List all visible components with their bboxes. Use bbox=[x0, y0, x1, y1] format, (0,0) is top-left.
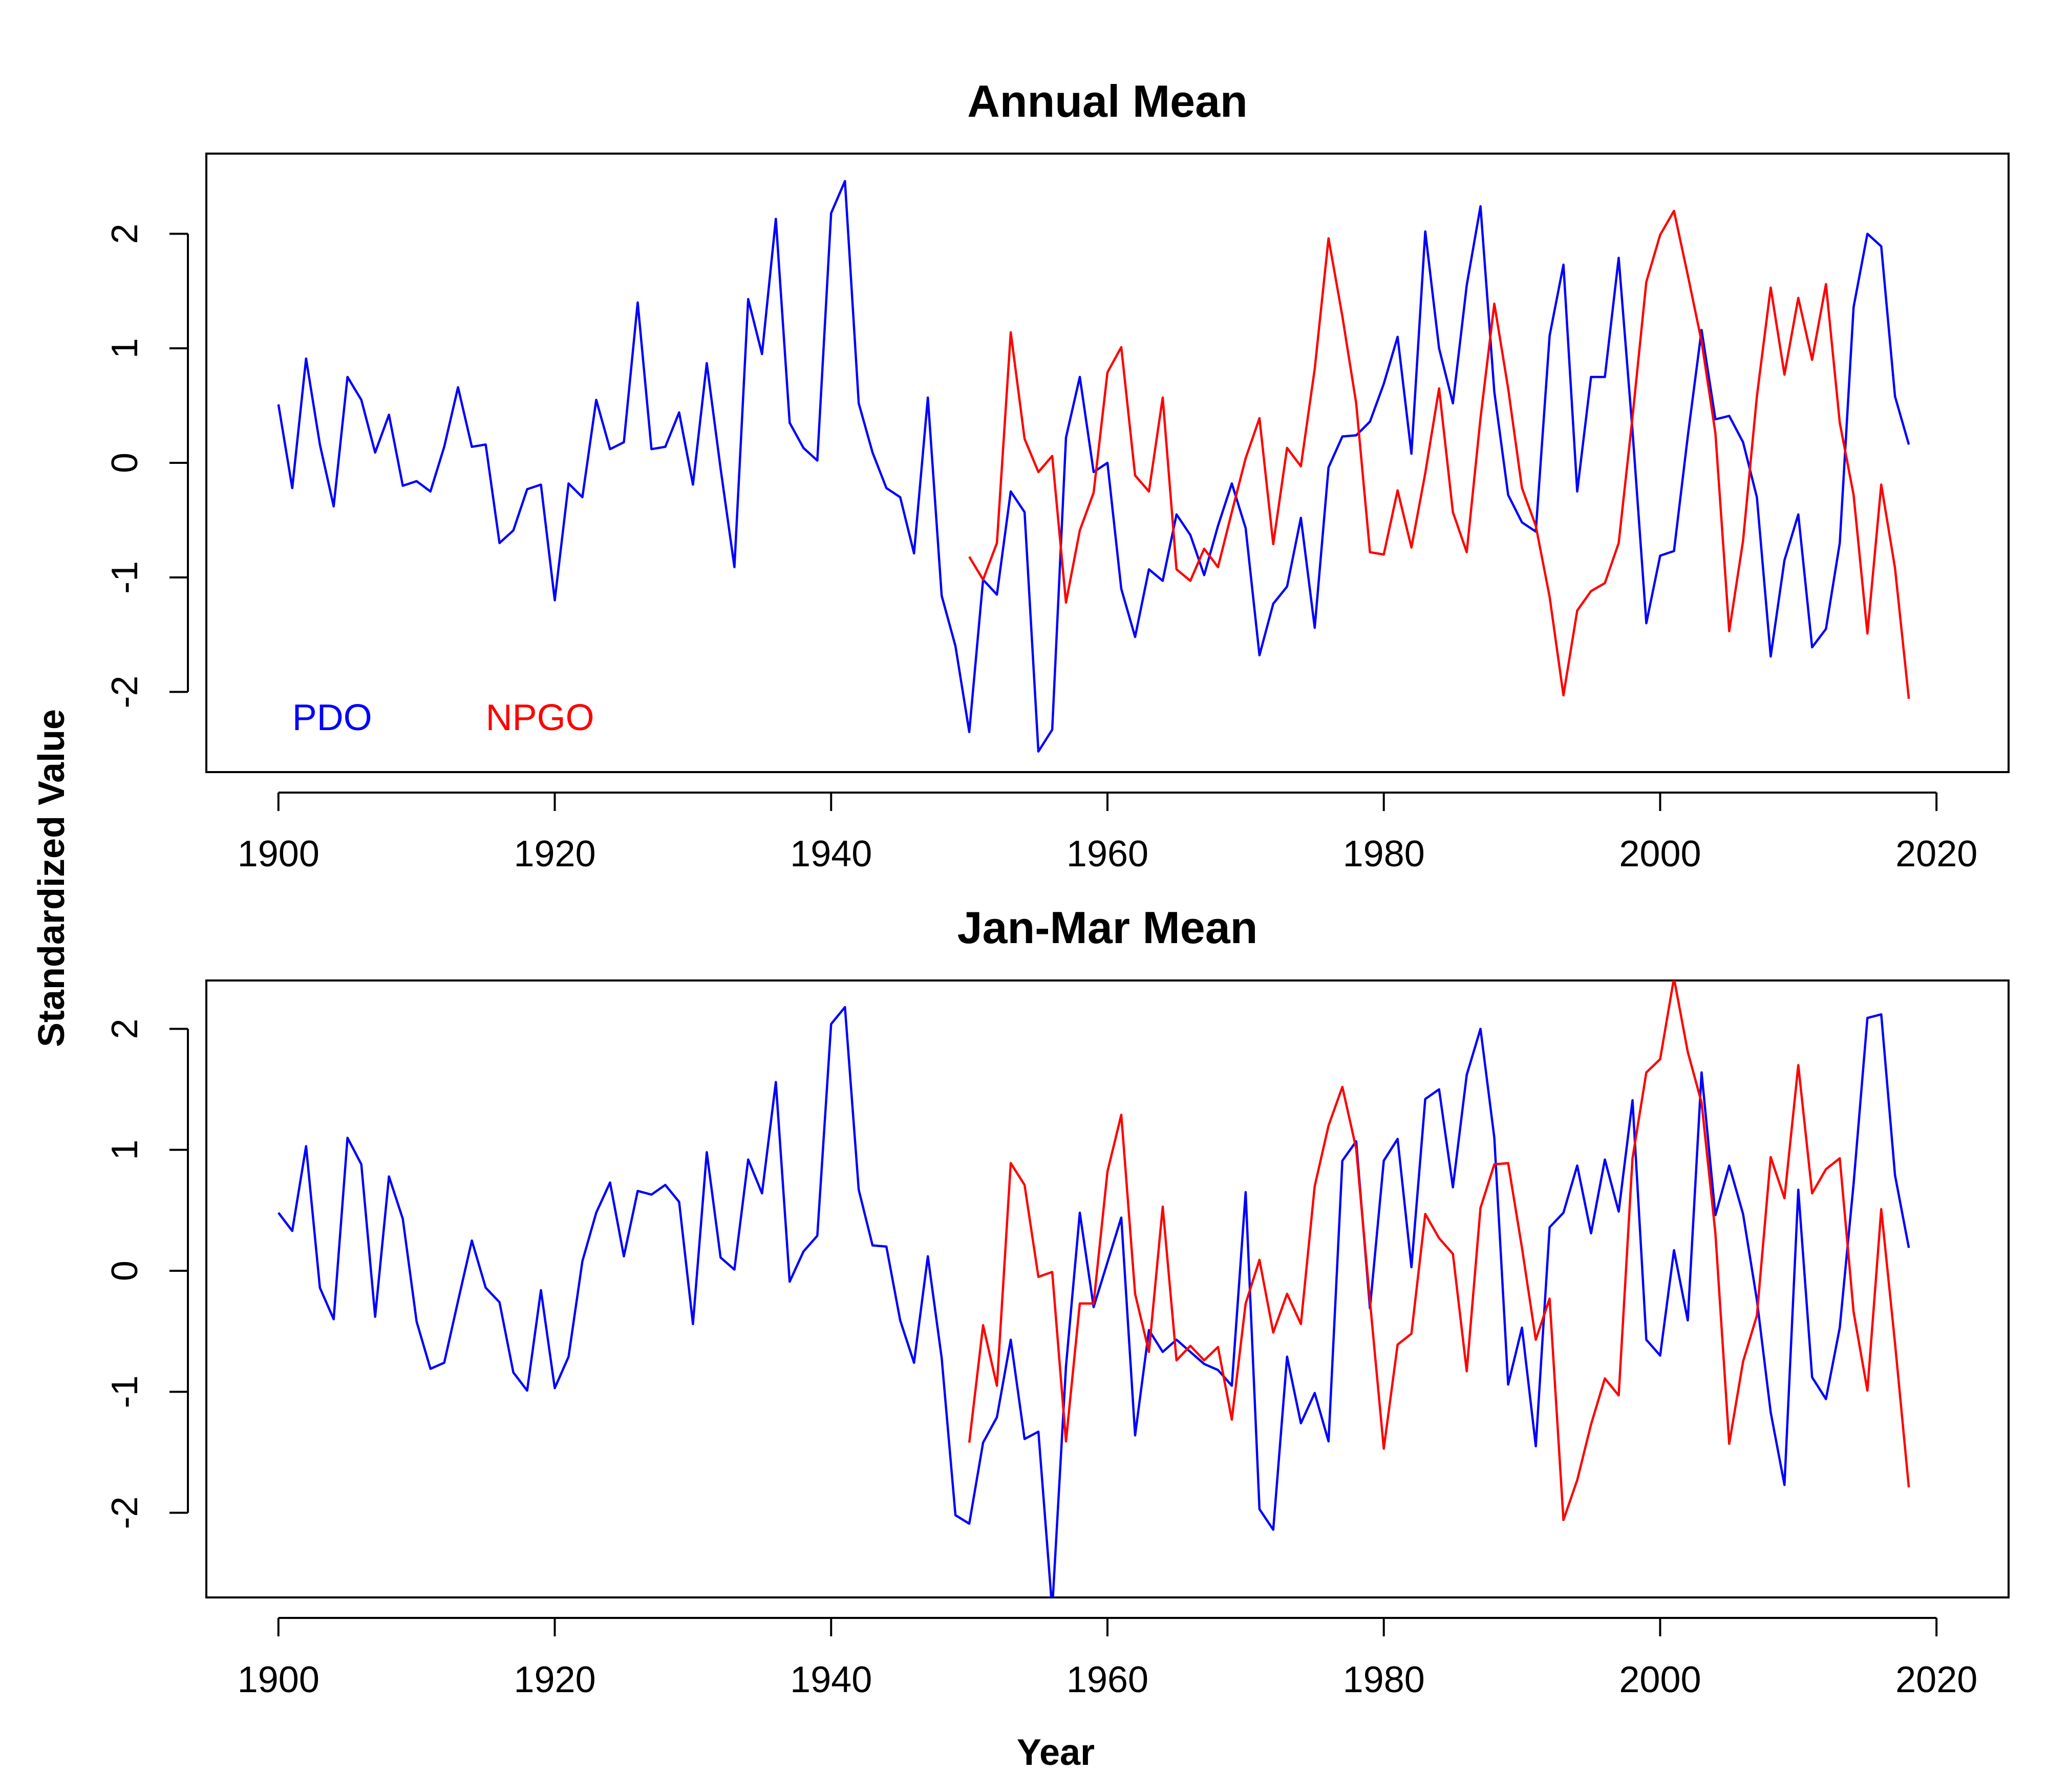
y-tick-label: -2 bbox=[104, 675, 145, 708]
x-tick-label: 1920 bbox=[514, 834, 595, 874]
x-axis-label: Year bbox=[1017, 1732, 1095, 1773]
x-tick-label: 2000 bbox=[1619, 834, 1701, 874]
plot-frame bbox=[205, 153, 2010, 773]
x-tick-label: 2020 bbox=[1895, 834, 1977, 874]
chart-title: Jan-Mar Mean bbox=[957, 902, 1258, 953]
x-tick-label: 1960 bbox=[1066, 1659, 1148, 1700]
series-line-pdo bbox=[277, 180, 1910, 753]
series-line-npgo bbox=[968, 209, 1910, 699]
x-tick-label: 2000 bbox=[1619, 1659, 1701, 1700]
legend-label-pdo: PDO bbox=[292, 697, 372, 738]
y-axis-label: Standardized Value bbox=[31, 709, 72, 1047]
series-line-npgo bbox=[968, 980, 1910, 1522]
y-tick-label: 2 bbox=[104, 1018, 145, 1039]
x-tick-label: 1920 bbox=[514, 1659, 595, 1700]
plot-frame bbox=[205, 979, 2010, 1598]
x-tick-label: 1940 bbox=[790, 834, 872, 874]
x-tick-label: 1960 bbox=[1066, 834, 1148, 874]
y-tick-label: -1 bbox=[104, 561, 145, 594]
y-tick-label: 2 bbox=[104, 224, 145, 244]
y-tick-label: 0 bbox=[104, 453, 145, 473]
y-tick-label: -1 bbox=[104, 1375, 145, 1408]
x-tick-label: 2020 bbox=[1895, 1659, 1977, 1700]
x-tick-label: 1900 bbox=[238, 1659, 319, 1700]
y-tick-label: 1 bbox=[104, 1140, 145, 1160]
y-tick-label: 0 bbox=[104, 1261, 145, 1281]
x-tick-label: 1980 bbox=[1343, 834, 1425, 874]
panel-annual-mean: Annual Mean 1900 1920 1940 1960 1980 2000 2020 -… bbox=[104, 76, 2010, 874]
x-tick-label: 1940 bbox=[790, 1659, 872, 1700]
chart-title: Annual Mean bbox=[967, 76, 1248, 126]
x-tick-label: 1900 bbox=[238, 834, 319, 874]
series-line-pdo bbox=[278, 1006, 1910, 1597]
legend-label-npgo: NPGO bbox=[486, 697, 594, 738]
y-tick-label: 1 bbox=[104, 338, 145, 358]
x-tick-label: 1980 bbox=[1343, 1659, 1425, 1700]
y-tick-label: -2 bbox=[104, 1497, 145, 1529]
